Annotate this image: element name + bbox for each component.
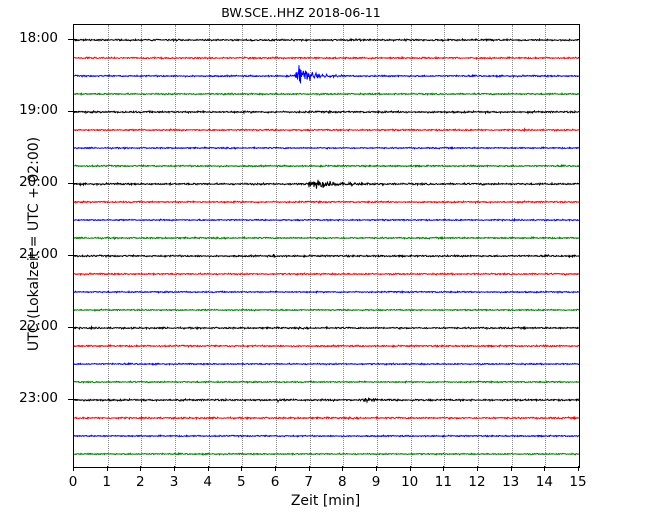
trace-row-1815 [74,55,579,61]
ytick-mark-inner-19:00 [73,111,77,112]
xtick-mark-15 [578,466,579,471]
ytick-mark-inner-23:00 [73,399,77,400]
ytick-label-23:00: 23:00 [19,390,58,406]
xtick-label-0: 0 [68,474,78,490]
x-axis-label: Zeit [min] [290,493,361,509]
xtick-mark-3 [174,466,175,471]
trace-row-2100 [74,253,579,259]
xtick-mark-9 [376,466,377,471]
xtick-label-9: 9 [371,474,381,490]
trace-row-1830 [74,65,579,84]
trace-row-2130 [74,290,579,295]
xtick-label-11: 11 [434,474,452,490]
y-axis-label: UTC (Lokalzeit = UTC + 02:00) [26,136,42,352]
trace-row-1900 [74,109,579,115]
trace-row-2300 [74,396,579,404]
xtick-label-14: 14 [535,474,553,490]
ytick-mark-18:00 [68,39,74,40]
xtick-mark-5 [241,466,243,471]
trace-row-1915 [74,127,579,133]
ytick-label-22:00: 22:00 [19,318,58,334]
xtick-label-6: 6 [270,474,280,490]
trace-row-2045 [74,235,579,241]
xtick-label-12: 12 [468,474,486,490]
ytick-label-20:00: 20:00 [19,174,58,190]
xtick-mark-1 [106,466,108,471]
ytick-mark-22:00 [68,327,74,328]
xtick-label-10: 10 [401,474,419,490]
plot-axes [73,24,580,468]
xtick-label-8: 8 [338,474,347,490]
xtick-label-2: 2 [136,474,145,490]
ytick-mark-23:00 [68,399,74,400]
xtick-mark-4 [207,466,209,471]
ytick-mark-inner-18:00 [73,39,77,40]
ytick-mark-inner-21:00 [73,255,77,256]
ytick-label-18:00: 18:00 [19,30,58,46]
page-title: BW.SCE..HHZ 2018-06-11 [221,5,381,20]
trace-row-2000 [74,179,579,189]
ytick-mark-inner-20:00 [73,183,77,184]
xtick-mark-13 [510,466,512,471]
trace-row-1945 [74,163,579,168]
trace-row-2215 [74,344,579,348]
xtick-mark-10 [409,466,411,471]
xtick-mark-7 [308,466,310,471]
xtick-mark-12 [477,466,478,471]
trace-row-2145 [74,308,579,313]
xtick-mark-6 [275,466,276,471]
trace-row-1800 [74,37,579,43]
trace-row-2245 [74,380,579,384]
trace-row-2315 [74,414,579,421]
xtick-label-4: 4 [203,474,212,490]
xtick-label-13: 13 [502,474,520,490]
trace-layer [74,37,579,457]
trace-row-2030 [74,217,579,222]
trace-row-2115 [74,272,579,277]
trace-row-2200 [74,324,579,331]
xtick-label-3: 3 [169,474,179,490]
ytick-label-19:00: 19:00 [19,102,58,118]
ytick-mark-19:00 [68,111,74,112]
xtick-mark-2 [140,466,142,471]
xtick-mark-11 [443,466,445,471]
xtick-label-5: 5 [237,474,246,490]
xtick-label-7: 7 [304,474,313,490]
trace-row-1930 [74,145,579,150]
trace-row-1845 [74,91,579,97]
xtick-mark-14 [544,466,546,471]
xtick-label-1: 1 [102,474,111,490]
xtick-label-15: 15 [569,474,587,490]
trace-row-2015 [74,200,579,205]
xtick-mark-0 [73,466,74,471]
xtick-mark-8 [342,466,344,471]
ytick-mark-inner-22:00 [73,327,77,328]
trace-row-2330 [74,434,579,438]
trace-row-2345 [74,452,579,457]
ytick-mark-21:00 [68,255,74,256]
ytick-mark-20:00 [68,183,74,184]
ytick-label-21:00: 21:00 [19,246,58,262]
trace-row-2230 [74,362,579,367]
